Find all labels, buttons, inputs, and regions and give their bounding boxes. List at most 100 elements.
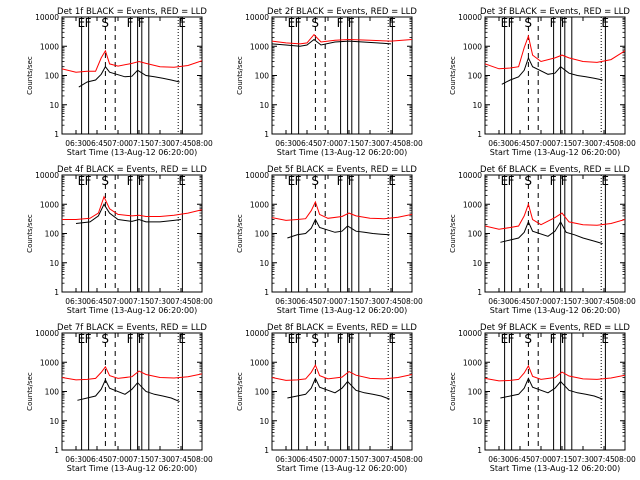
event-label: E [78, 332, 86, 346]
x-tick-label: 07:30 [572, 297, 594, 306]
x-tick-label: 06:45 [86, 139, 108, 148]
event-label: F [508, 16, 515, 30]
event-label: F [508, 174, 515, 188]
event-label: E [388, 332, 396, 346]
y-tick-label: 1 [264, 130, 269, 139]
panel-title: Det 8f BLACK = Events, RED = LLD [267, 323, 417, 333]
events-series-line [500, 220, 603, 245]
y-tick-label: 10 [49, 259, 59, 268]
x-tick-label: 08:00 [401, 297, 423, 306]
x-tick-label: 08:00 [191, 297, 213, 306]
panel-title: Det 3f BLACK = Events, RED = LLD [480, 7, 630, 17]
x-tick-label: 07:45 [170, 297, 192, 306]
y-tick-label: 1000 [40, 200, 59, 209]
event-label: F [348, 174, 355, 188]
event-label: F [295, 174, 302, 188]
event-label: F [561, 332, 568, 346]
event-label: E [388, 174, 396, 188]
event-label: F [508, 332, 515, 346]
y-axis-label: Counts/sec [26, 214, 34, 253]
x-axis-label: Start Time (13-Aug-12 06:20:00) [67, 306, 198, 315]
x-tick-label: 06:45 [296, 139, 318, 148]
x-tick-label: 07:45 [593, 139, 615, 148]
event-label: S [524, 16, 532, 30]
y-tick-label: 10000 [245, 329, 269, 338]
event-label: F [337, 174, 344, 188]
y-axis-label: Counts/sec [236, 214, 244, 253]
x-tick-label: 07:15 [551, 139, 573, 148]
y-tick-label: 10 [49, 417, 59, 426]
event-label: E [501, 16, 509, 30]
event-label: E [288, 16, 296, 30]
x-axis-label: Start Time (13-Aug-12 06:20:00) [67, 464, 198, 473]
event-label: E [601, 332, 609, 346]
event-label: S [311, 332, 319, 346]
x-tick-label: 06:45 [86, 297, 108, 306]
events-series-line [77, 378, 180, 403]
y-tick-label: 10 [472, 101, 482, 110]
y-tick-label: 10 [259, 417, 269, 426]
lld-series-line [272, 200, 412, 221]
x-tick-label: 06:30 [65, 297, 87, 306]
events-series-line [75, 203, 182, 224]
lld-series-line [62, 365, 202, 381]
y-tick-label: 10000 [458, 13, 482, 22]
y-tick-label: 1000 [250, 42, 269, 51]
x-axis-label: Start Time (13-Aug-12 06:20:00) [277, 306, 408, 315]
event-label: F [138, 332, 145, 346]
x-tick-label: 07:30 [572, 455, 594, 464]
x-tick-label: 07:45 [593, 455, 615, 464]
x-tick-label: 07:00 [107, 139, 129, 148]
x-tick-label: 06:30 [488, 139, 510, 148]
y-tick-label: 1000 [250, 358, 269, 367]
x-tick-label: 07:15 [128, 455, 150, 464]
x-tick-label: 07:15 [128, 139, 150, 148]
x-tick-label: 07:00 [107, 297, 129, 306]
event-label: F [550, 174, 557, 188]
event-label: E [501, 174, 509, 188]
x-tick-label: 06:45 [509, 297, 531, 306]
events-series-line [501, 56, 603, 85]
y-tick-label: 1000 [40, 42, 59, 51]
y-tick-label: 1 [54, 446, 59, 455]
lld-series-line [485, 202, 625, 230]
x-tick-label: 06:45 [296, 455, 318, 464]
x-tick-label: 07:15 [338, 297, 360, 306]
x-axis-label: Start Time (13-Aug-12 06:20:00) [277, 148, 408, 157]
y-tick-label: 10 [259, 259, 269, 268]
x-tick-label: 06:30 [275, 297, 297, 306]
x-tick-label: 07:00 [530, 139, 552, 148]
x-axis-label: Start Time (13-Aug-12 06:20:00) [490, 148, 621, 157]
panel-2: Det 2f BLACK = Events, RED = LLD 1 10 100 10… [236, 7, 423, 157]
x-tick-label: 07:15 [338, 455, 360, 464]
y-tick-label: 1 [54, 288, 59, 297]
panel-title: Det 5f BLACK = Events, RED = LLD [267, 165, 417, 175]
x-tick-label: 06:30 [65, 139, 87, 148]
y-axis-label: Counts/sec [26, 372, 34, 411]
x-tick-label: 08:00 [401, 455, 423, 464]
y-tick-label: 10 [472, 259, 482, 268]
y-axis-label: Counts/sec [449, 214, 457, 253]
x-tick-label: 07:00 [530, 455, 552, 464]
y-tick-label: 1000 [40, 358, 59, 367]
x-tick-label: 07:15 [338, 139, 360, 148]
y-tick-label: 1 [477, 130, 482, 139]
lld-series-line [62, 49, 202, 73]
y-tick-label: 10000 [245, 171, 269, 180]
y-tick-label: 1000 [463, 200, 482, 209]
event-label: E [288, 332, 296, 346]
x-tick-label: 07:15 [551, 455, 573, 464]
panel-1: Det 1f BLACK = Events, RED = LLD 1 10 100 10… [26, 7, 213, 157]
x-tick-label: 07:00 [107, 455, 129, 464]
y-tick-label: 10 [259, 101, 269, 110]
lld-series-line [485, 364, 625, 382]
panel-title: Det 7f BLACK = Events, RED = LLD [57, 323, 207, 333]
x-tick-label: 07:45 [593, 297, 615, 306]
events-series-line [287, 218, 390, 239]
x-tick-label: 07:00 [317, 297, 339, 306]
event-label: F [85, 16, 92, 30]
lld-series-line [62, 195, 202, 220]
event-label: S [101, 16, 109, 30]
